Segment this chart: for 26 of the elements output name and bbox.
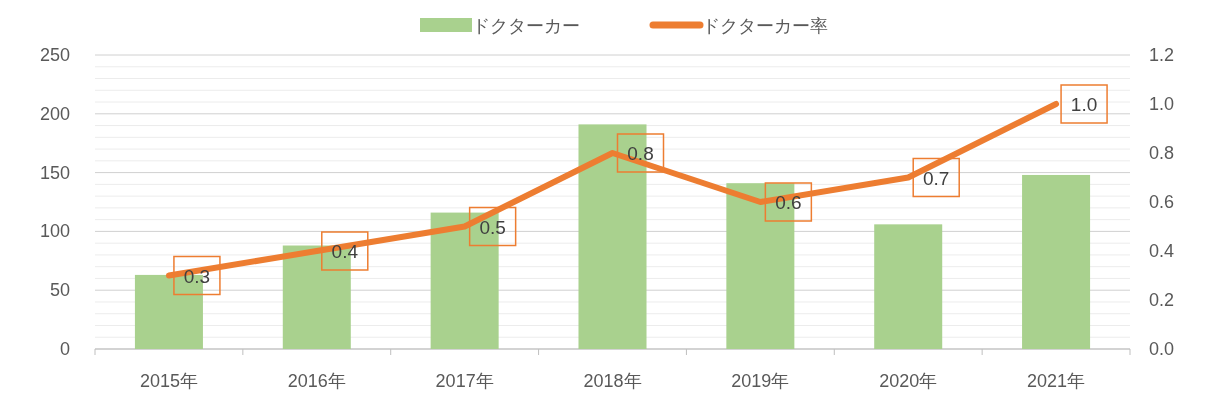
y-tick-label: 200 <box>39 103 70 124</box>
y-tick-label: 50 <box>49 280 70 301</box>
y2-tick-label: 0.2 <box>1149 290 1175 310</box>
x-tick-label: 2020年 <box>879 371 938 391</box>
bar <box>1022 174 1091 349</box>
x-tick-label: 2021年 <box>1027 371 1086 391</box>
data-label: 0.7 <box>923 167 950 189</box>
x-tick-label: 2017年 <box>435 371 494 391</box>
legend-label: ドクターカー率 <box>702 16 828 36</box>
y2-tick-label: 0.0 <box>1149 339 1175 359</box>
legend-label: ドクターカー <box>472 16 580 36</box>
y2-tick-label: 0.8 <box>1149 143 1175 163</box>
x-tick-label: 2019年 <box>731 371 790 391</box>
x-tick-label: 2015年 <box>139 371 198 391</box>
y-tick-label: 150 <box>39 162 70 183</box>
y2-tick-label: 0.6 <box>1149 192 1175 212</box>
y2-tick-label: 1.0 <box>1149 94 1175 114</box>
y2-tick-label: 0.4 <box>1149 241 1175 261</box>
bar <box>874 224 943 349</box>
x-tick-label: 2018年 <box>583 371 642 391</box>
x-tick-label: 2016年 <box>287 371 346 391</box>
y-tick-label: 100 <box>39 221 70 242</box>
data-label: 1.0 <box>1070 94 1098 115</box>
y-tick-label: 0 <box>59 339 70 359</box>
y-tick-label: 250 <box>39 45 70 65</box>
y2-tick-label: 1.2 <box>1149 45 1175 65</box>
